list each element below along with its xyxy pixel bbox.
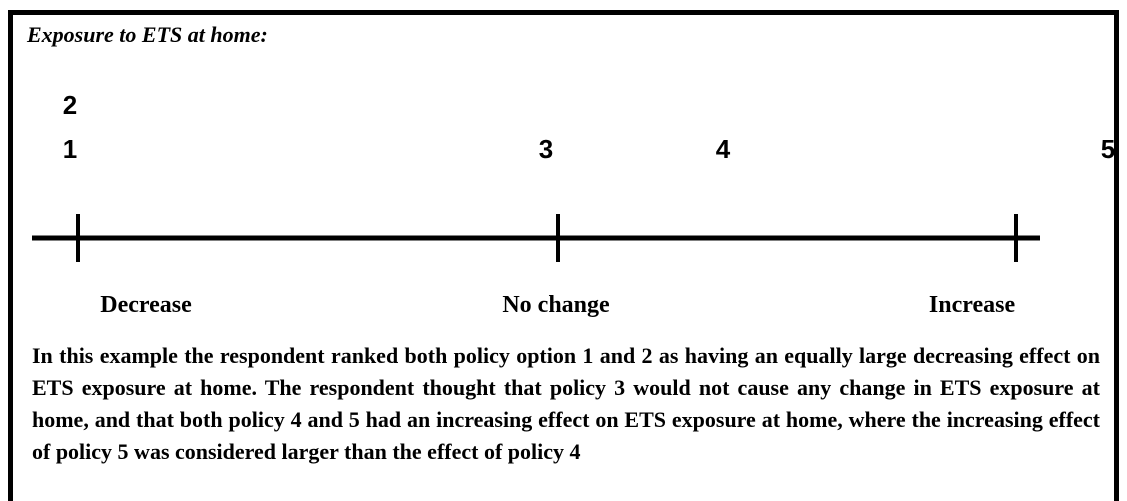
marker: 5 [1100, 134, 1116, 164]
scale-label: No change [502, 292, 610, 318]
scale-label: Decrease [100, 292, 192, 318]
title: Exposure to ETS at home: [27, 22, 268, 47]
marker: 2 [62, 90, 78, 120]
marker: 3 [538, 134, 554, 164]
frame [8, 10, 1119, 501]
marker: 1 [62, 134, 78, 164]
scale-label: Increase [928, 292, 1016, 318]
marker: 4 [715, 134, 731, 164]
caption: In this example the respondent ranked bo… [32, 343, 1100, 464]
